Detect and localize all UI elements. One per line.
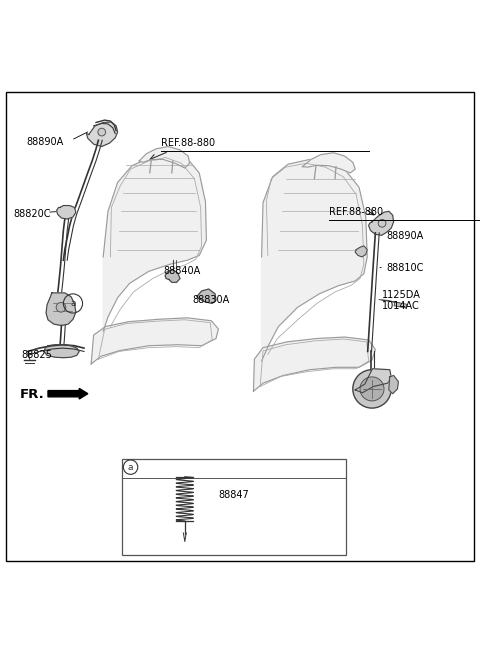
Text: 88840A: 88840A	[163, 266, 201, 276]
Polygon shape	[139, 146, 190, 168]
Text: 88825: 88825	[22, 350, 52, 360]
Polygon shape	[262, 159, 367, 361]
Text: 88830A: 88830A	[192, 295, 229, 305]
Polygon shape	[165, 270, 180, 282]
Polygon shape	[57, 206, 76, 219]
Polygon shape	[389, 375, 398, 394]
Text: a: a	[128, 462, 133, 471]
Bar	[394, 302, 407, 308]
Circle shape	[378, 219, 386, 227]
Text: 88890A: 88890A	[26, 136, 64, 147]
Polygon shape	[44, 345, 79, 358]
Polygon shape	[369, 212, 394, 235]
Text: FR.: FR.	[20, 388, 45, 401]
Polygon shape	[103, 153, 206, 331]
Polygon shape	[302, 153, 355, 173]
Text: REF.88-880: REF.88-880	[329, 207, 383, 217]
Text: 88820C: 88820C	[13, 209, 51, 219]
Polygon shape	[197, 289, 216, 304]
Circle shape	[98, 128, 106, 136]
FancyArrow shape	[48, 389, 88, 399]
Polygon shape	[253, 337, 375, 391]
Text: 88810C: 88810C	[386, 263, 424, 273]
Text: REF.88-880: REF.88-880	[161, 138, 215, 148]
Polygon shape	[86, 122, 118, 146]
Circle shape	[353, 370, 391, 408]
Circle shape	[360, 377, 384, 401]
Text: 1125DA: 1125DA	[382, 291, 420, 300]
Polygon shape	[46, 293, 76, 326]
Polygon shape	[355, 246, 367, 257]
Bar	[122, 458, 346, 554]
Polygon shape	[91, 318, 218, 364]
Text: a: a	[70, 299, 76, 308]
Text: 1014AC: 1014AC	[382, 301, 420, 311]
Polygon shape	[355, 369, 391, 392]
Text: 88890A: 88890A	[386, 231, 424, 241]
Text: 88847: 88847	[218, 490, 249, 500]
Circle shape	[56, 302, 66, 312]
